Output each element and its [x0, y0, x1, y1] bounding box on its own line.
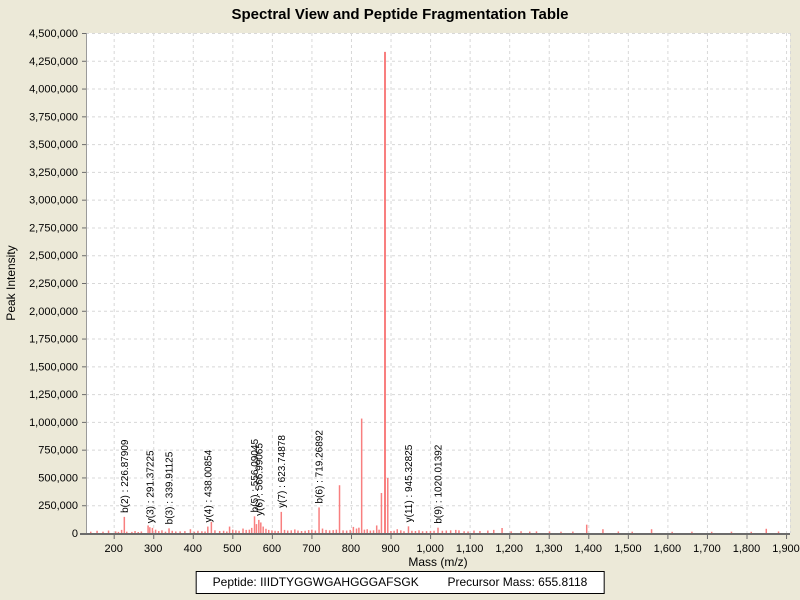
plot-area	[86, 33, 790, 533]
x-tick-label: 500	[223, 543, 241, 555]
x-tick-label: 900	[381, 543, 399, 555]
y-tick-label: 2,750,000	[29, 222, 78, 234]
spectrum-peaks	[89, 51, 780, 533]
x-tick-label: 1,900	[772, 543, 800, 555]
x-tick-label: 1,800	[733, 543, 761, 555]
fragment-annotations: b(2) : 226.87909 y(3) : 291.37225 b(3) : 3…	[120, 430, 445, 525]
fragment-annotation: b(3) : 339.91125	[165, 451, 176, 524]
x-axis-title: Mass (m/z)	[408, 555, 467, 569]
y-tick-label: 2,500,000	[29, 250, 78, 262]
y-tick-label: 3,250,000	[29, 167, 78, 179]
fragment-annotation: y(11) : 945.32825	[404, 444, 415, 522]
x-tick-label: 1,000	[416, 543, 444, 555]
x-tick-label: 1,400	[575, 543, 603, 555]
x-tick-label: 200	[105, 543, 123, 555]
x-tick-label: 1,300	[535, 543, 563, 555]
y-tick-label: 0	[72, 528, 78, 540]
y-tick-label: 2,000,000	[29, 306, 78, 318]
y-tick-label: 1,250,000	[29, 389, 78, 401]
fragment-annotation: b(5) : 556.09045	[250, 439, 261, 513]
fragment-annotation: b(6) : 719.26892	[315, 430, 326, 504]
y-tick-label: 500,000	[38, 472, 78, 484]
x-tick-label: 800	[342, 543, 360, 555]
y-tick-label: 4,000,000	[29, 84, 78, 96]
y-tick-label: 2,250,000	[29, 278, 78, 290]
fragment-annotation: y(7) : 623.74878	[277, 435, 288, 508]
y-tick-label: 750,000	[38, 445, 78, 457]
x-tick-label: 400	[184, 543, 202, 555]
fragment-annotation: b(2) : 226.87909	[120, 439, 131, 513]
x-tick-label: 600	[263, 543, 281, 555]
y-tick-label: 250,000	[38, 500, 78, 512]
tick-marks	[82, 33, 788, 539]
y-tick-label: 1,750,000	[29, 334, 78, 346]
x-tick-label: 700	[302, 543, 320, 555]
y-tick-label: 3,750,000	[29, 111, 78, 123]
y-axis-title: Peak Intensity	[4, 245, 18, 320]
fragment-annotation: y(4) : 438.00854	[203, 449, 214, 522]
fragment-annotation: y(3) : 291.37225	[145, 450, 156, 523]
y-tick-label: 1,000,000	[29, 417, 78, 429]
chart-title: Spectral View and Peptide Fragmentation …	[231, 6, 569, 23]
peptide-info-box: Peptide: IIIDTYGGWGAHGGGAFSGK Precursor …	[195, 571, 605, 594]
precursor-mass-label: Precursor Mass:	[447, 575, 535, 589]
x-tick-label: 1,200	[495, 543, 523, 555]
x-tick-label: 1,100	[456, 543, 484, 555]
gridlines	[86, 33, 791, 533]
y-tick-label: 1,500,000	[29, 361, 78, 373]
x-tick-label: 300	[144, 543, 162, 555]
spectrum-chart: 0 250,000 500,000 750,000 1,000,000 1,250,000…	[4, 28, 800, 569]
x-tick-label: 1,700	[693, 543, 721, 555]
x-tick-label: 1,600	[654, 543, 682, 555]
fragment-annotation: y(6) : 566.99065	[254, 443, 265, 516]
tick-labels: 0 250,000 500,000 750,000 1,000,000 1,250,000…	[29, 28, 800, 555]
x-tick-label: 1,500	[614, 543, 642, 555]
peptide-label: Peptide:	[212, 575, 257, 589]
precursor-mass-value: 655.8118	[538, 575, 588, 589]
y-tick-label: 3,000,000	[29, 195, 78, 207]
y-tick-label: 3,500,000	[29, 139, 78, 151]
y-tick-label: 4,500,000	[29, 28, 78, 40]
y-tick-label: 4,250,000	[29, 56, 78, 68]
peptide-sequence: IIIDTYGGWGAHGGGAFSGK	[260, 575, 419, 589]
fragment-annotation: b(9) : 1020.01392	[434, 444, 445, 523]
